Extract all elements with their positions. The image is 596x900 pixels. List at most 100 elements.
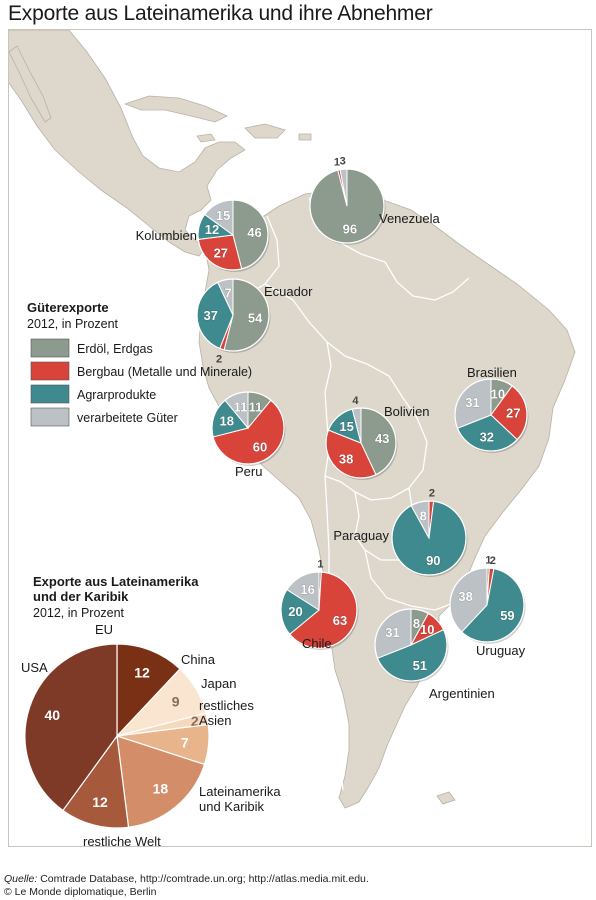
legend-label-mining: Bergbau (Metalle und Minerale) — [77, 365, 252, 379]
country-label-bolivien: Bolivien — [384, 404, 430, 419]
pie-outline — [391, 500, 467, 576]
country-label-ecuador: Ecuador — [264, 284, 313, 299]
pie-value-label: 8 — [420, 508, 427, 523]
land-jamaica — [196, 133, 216, 143]
country-label-brasilien: Brasilien — [467, 365, 517, 380]
pie-outline — [196, 278, 270, 352]
map-frame: 96 1 3 Venezuela 46 27 12 15 Kolumbien 54 2 37 7 Ecua… — [8, 29, 592, 847]
chart-category-label: China — [181, 652, 216, 667]
copyright-note: © Le Monde diplomatique, Berlin — [4, 886, 157, 898]
pie-argentinien: 8 10 51 31 Argentinien — [374, 608, 495, 701]
chart-slice-eu — [116, 643, 181, 738]
chart-slice-usa — [24, 643, 118, 812]
pie-value-label: 10 — [420, 622, 434, 637]
pie-value-label: 1 — [334, 157, 340, 169]
chart-category-label: und Karibik — [199, 799, 265, 814]
pie-bolivien: 43 38 15 4 Bolivien — [325, 395, 430, 480]
pie-value-label: 15 — [339, 419, 353, 434]
chart-category-label: EU — [95, 622, 113, 637]
country-label-paraguay: Paraguay — [333, 528, 389, 543]
pie-value-label: 10 — [491, 386, 505, 401]
chart-value-label: 9 — [172, 693, 180, 709]
legend-swatch-oil — [30, 338, 70, 358]
land-falklands — [436, 791, 456, 805]
land-hispaniola — [244, 123, 286, 139]
pie-value-label: 3 — [340, 156, 346, 168]
pie-outline — [211, 391, 285, 465]
pie-value-label: 31 — [385, 625, 399, 640]
pie-value-label: 1 — [485, 555, 491, 567]
chart-subtitle: 2012, in Prozent — [33, 606, 125, 620]
pie-value-label: 18 — [220, 414, 234, 429]
legend-swatch-agri — [30, 384, 70, 404]
page-title: Exporte aus Lateinamerika und ihre Abneh… — [8, 2, 433, 25]
pie-value-label: 1 — [317, 559, 323, 571]
pie-value-label: 38 — [458, 589, 472, 604]
pie-value-label: 11 — [249, 399, 263, 414]
border-line — [324, 475, 410, 501]
border-line — [388, 375, 428, 489]
pie-value-label: 7 — [225, 286, 232, 301]
legend-swatch-processed — [30, 407, 70, 427]
pie-value-label: 31 — [465, 395, 479, 410]
country-label-uruguay: Uruguay — [476, 643, 526, 658]
chart-category-label: Japan — [201, 676, 236, 691]
country-label-venezuela: Venezuela — [379, 211, 440, 226]
pie-value-label: 90 — [426, 553, 440, 568]
chart-category-label: Lateinamerika — [199, 784, 281, 799]
chart-category-label: restliche Welt — [83, 834, 161, 846]
legend-heading: Güterexporte — [27, 300, 109, 315]
chart-value-label: 18 — [153, 780, 169, 796]
pie-paraguay: 2 90 8 Paraguay — [333, 488, 468, 577]
country-label-chile: Chile — [302, 636, 332, 651]
legend-label-oil: Erdöl, Erdgas — [77, 342, 153, 356]
country-label-argentinien: Argentinien — [429, 686, 495, 701]
chart-value-label: 40 — [44, 707, 60, 723]
pie-outline — [280, 571, 358, 649]
land-cuba — [123, 95, 228, 123]
border-line — [364, 549, 452, 611]
chart-value-label: 12 — [134, 665, 150, 681]
source-text: Comtrade Database, http://comtrade.un.or… — [40, 873, 369, 885]
chart-category-label: USA — [21, 660, 48, 675]
pie-value-label: 38 — [339, 451, 353, 466]
chart-title-line2: und der Karibik — [33, 589, 129, 604]
pie-value-label: 12 — [205, 222, 219, 237]
pie-value-label: 2 — [490, 555, 496, 567]
legend-swatch-mining — [30, 361, 70, 381]
pie-value-label: 20 — [288, 604, 302, 619]
pie-value-label: 51 — [413, 658, 427, 673]
pie-value-label: 59 — [500, 608, 514, 623]
pie-value-label: 2 — [216, 353, 222, 365]
land-central-america — [9, 30, 246, 257]
pie-chile: 1 63 20 16 Chile — [280, 559, 359, 651]
chart-category-label: restliches — [199, 698, 254, 713]
pie-value-label: 54 — [248, 310, 263, 325]
pie-value-label: 46 — [247, 225, 261, 240]
border-line — [384, 261, 470, 301]
pie-value-label: 32 — [480, 429, 494, 444]
pie-value-label: 8 — [413, 616, 420, 631]
pie-value-label: 96 — [343, 221, 357, 236]
pie-outline — [197, 199, 269, 271]
legend-label-agri: Agrarprodukte — [77, 388, 156, 402]
pie-uruguay: 12 59 38 Uruguay — [449, 555, 526, 658]
pie-outline — [449, 567, 525, 643]
pie-value-label: 27 — [506, 405, 520, 420]
pie-outline — [325, 407, 397, 479]
source-note: Quelle: Comtrade Database, http://comtra… — [4, 873, 369, 885]
pie-venezuela: 96 1 3 Venezuela — [309, 156, 440, 245]
pie-outline — [309, 168, 385, 244]
pie-value-label: 4 — [352, 395, 359, 407]
pie-value-label: 11 — [234, 399, 248, 414]
chart-value-label: 2 — [191, 713, 199, 729]
pie-outline — [374, 608, 448, 682]
source-label: Quelle: — [4, 873, 38, 885]
pie-value-label: 60 — [253, 439, 267, 454]
